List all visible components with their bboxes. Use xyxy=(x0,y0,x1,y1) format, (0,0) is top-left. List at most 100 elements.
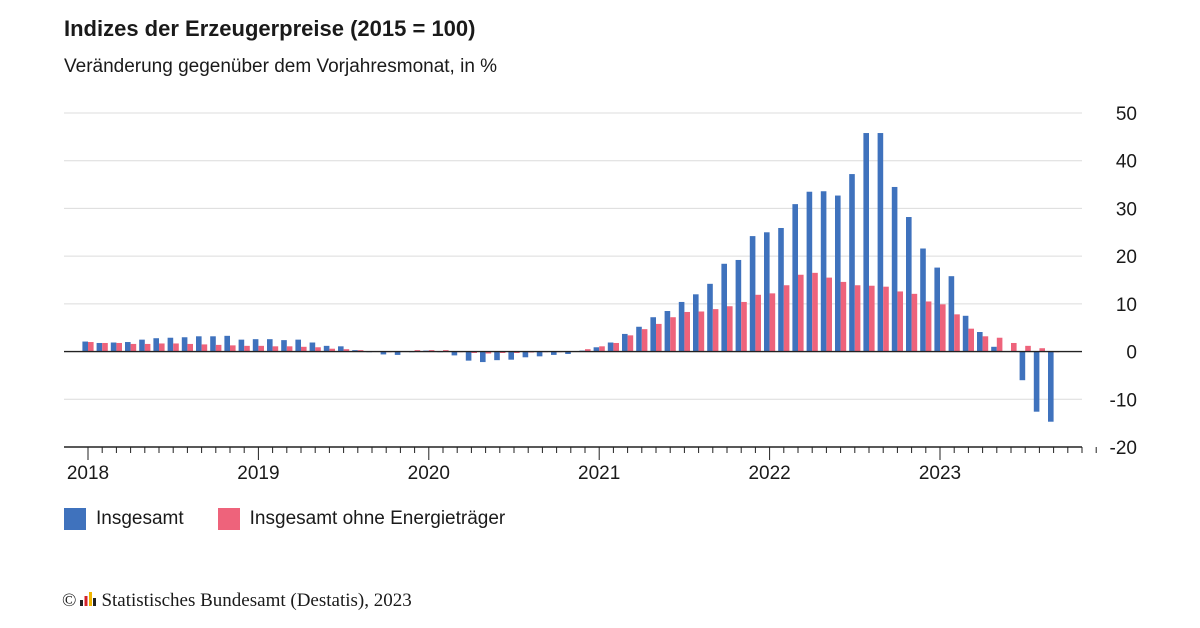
bar-ohne-energie xyxy=(840,281,847,352)
bar-ohne-energie xyxy=(755,294,761,352)
chart-title: Indizes der Erzeugerpreise (2015 = 100) xyxy=(64,16,476,41)
bar-insgesamt xyxy=(707,283,713,352)
bar-ohne-energie xyxy=(727,306,733,352)
bar-insgesamt xyxy=(110,342,117,352)
bar-insgesamt xyxy=(1019,351,1026,381)
bar-insgesamt xyxy=(593,347,600,352)
bar-insgesamt xyxy=(962,315,969,352)
bar-ohne-energie xyxy=(1025,345,1031,352)
bar-insgesamt xyxy=(565,351,571,354)
bar-insgesamt xyxy=(877,133,884,352)
bar-ohne-energie xyxy=(741,301,747,352)
y-tick-label: -20 xyxy=(1110,438,1137,459)
bar-insgesamt xyxy=(181,337,188,352)
bar-insgesamt xyxy=(224,335,230,352)
bar-ohne-energie xyxy=(514,351,520,353)
bar-ohne-energie xyxy=(414,350,421,352)
bar-insgesamt xyxy=(920,248,926,352)
bar-ohne-energie xyxy=(869,285,875,352)
bar-ohne-energie xyxy=(315,347,321,352)
bar-insgesamt xyxy=(380,351,387,355)
bar-ohne-energie xyxy=(670,317,676,352)
bar-insgesamt xyxy=(622,333,628,352)
bar-insgesamt xyxy=(551,351,557,355)
bar-ohne-energie xyxy=(712,309,719,352)
y-tick-label: 30 xyxy=(1116,199,1137,220)
bar-insgesamt xyxy=(749,236,756,352)
bar-insgesamt xyxy=(96,342,103,352)
bar-ohne-energie xyxy=(954,314,960,352)
bar-insgesamt xyxy=(835,195,841,352)
bar-insgesamt xyxy=(1048,351,1054,422)
bar-ohne-energie xyxy=(144,343,151,352)
bar-ohne-energie xyxy=(812,272,818,352)
bar-insgesamt xyxy=(863,133,869,352)
bar-insgesamt xyxy=(636,326,642,352)
bar-ohne-energie xyxy=(769,293,776,352)
bar-insgesamt xyxy=(210,336,216,352)
bar-insgesamt xyxy=(125,342,131,352)
bar-ohne-energie xyxy=(244,345,250,352)
bar-ohne-energie xyxy=(641,329,648,352)
bar-insgesamt xyxy=(906,217,912,352)
bar-ohne-energie xyxy=(783,285,790,352)
y-tick-label: 50 xyxy=(1116,104,1137,125)
bar-insgesamt xyxy=(1033,351,1040,412)
bar-insgesamt xyxy=(778,227,784,352)
bar-insgesamt xyxy=(252,339,259,352)
bar-insgesamt xyxy=(508,351,514,360)
bar-ohne-energie xyxy=(88,342,94,352)
bar-insgesamt xyxy=(465,351,472,361)
source-footer: © Statistisches Bundesamt (Destatis), 20… xyxy=(62,590,412,612)
y-tick-label: 20 xyxy=(1116,247,1137,268)
legend-swatch-insgesamt xyxy=(64,508,86,530)
bar-insgesamt xyxy=(948,276,955,352)
bar-ohne-energie xyxy=(940,304,946,352)
bar-insgesamt xyxy=(522,351,529,358)
bar-ohne-energie xyxy=(925,301,932,352)
bar-insgesamt xyxy=(536,351,543,357)
bar-ohne-energie xyxy=(286,346,293,352)
bar-ohne-energie xyxy=(485,351,492,354)
bar-ohne-energie xyxy=(656,323,662,352)
bar-ohne-energie xyxy=(996,337,1003,352)
source-text: Statistisches Bundesamt (Destatis), 2023 xyxy=(101,590,412,611)
bar-insgesamt xyxy=(281,340,287,352)
destatis-logo-icon xyxy=(80,590,97,612)
bar-insgesamt xyxy=(153,338,159,352)
bar-ohne-energie xyxy=(230,345,236,352)
bar-ohne-energie xyxy=(215,344,222,352)
bar-insgesamt xyxy=(82,341,88,352)
bar-ohne-energie xyxy=(627,335,634,352)
bar-ohne-energie xyxy=(258,345,264,352)
copyright-symbol: © xyxy=(62,590,77,611)
bar-ohne-energie xyxy=(102,342,108,352)
legend-item-insgesamt[interactable]: Insgesamt xyxy=(64,508,184,530)
bar-ohne-energie xyxy=(499,351,506,353)
bar-insgesamt xyxy=(792,204,798,352)
bar-ohne-energie xyxy=(1011,342,1017,352)
bar-insgesamt xyxy=(934,267,940,352)
bar-ohne-energie xyxy=(301,346,307,352)
bar-ohne-energie xyxy=(343,349,350,352)
legend-item-ohne-energie[interactable]: Insgesamt ohne Energieträger xyxy=(217,508,505,530)
legend: Insgesamt Insgesamt ohne Energieträger xyxy=(64,508,539,530)
bar-insgesamt xyxy=(494,351,500,361)
bar-insgesamt xyxy=(735,259,742,352)
bar-ohne-energie xyxy=(798,274,804,352)
bar-insgesamt xyxy=(480,351,486,363)
bar-ohne-energie xyxy=(173,343,179,352)
bar-ohne-energie xyxy=(599,346,605,352)
bar-ohne-energie xyxy=(159,343,165,352)
bar-insgesamt xyxy=(977,332,983,352)
bar-ohne-energie xyxy=(116,342,122,352)
bar-ohne-energie xyxy=(130,343,137,352)
x-year-label: 2022 xyxy=(748,463,790,484)
bar-ohne-energie xyxy=(897,291,903,352)
bar-insgesamt xyxy=(323,345,330,352)
legend-label-insgesamt: Insgesamt xyxy=(96,508,184,529)
bar-insgesamt xyxy=(394,351,401,355)
y-tick-label: 40 xyxy=(1116,152,1137,173)
bar-insgesamt xyxy=(764,232,770,352)
